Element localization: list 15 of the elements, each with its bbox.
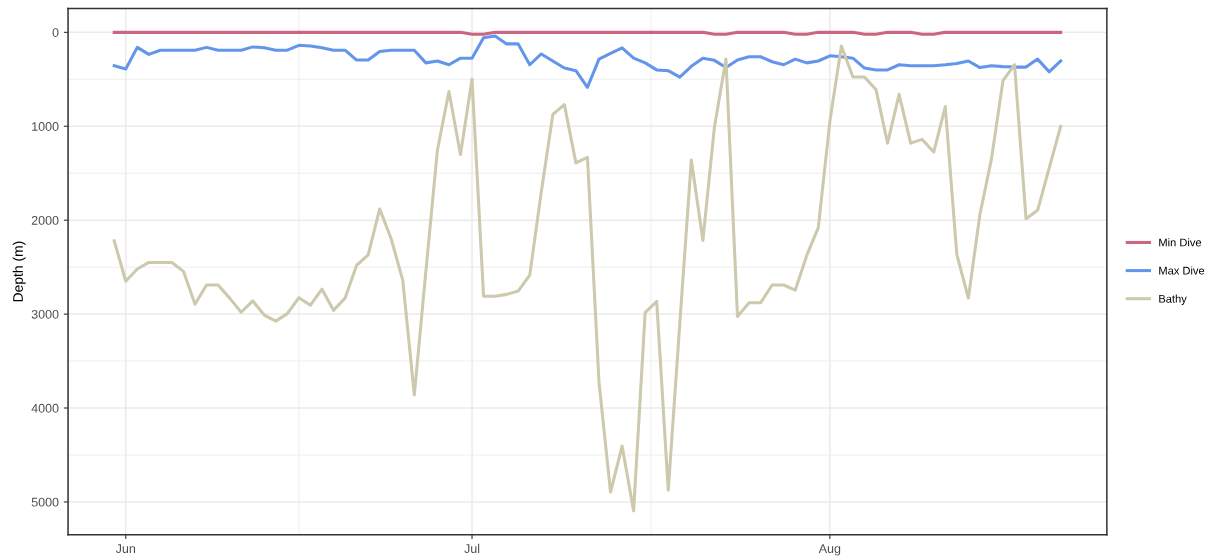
legend-label: Bathy xyxy=(1159,294,1187,305)
y-tick-label: 4000 xyxy=(31,403,59,413)
y-tick-label: 3000 xyxy=(31,309,59,319)
y-tick-label: 1000 xyxy=(32,122,59,131)
line-series xyxy=(112,44,1063,513)
y-axis-title: Depth (m) xyxy=(12,241,26,302)
y-tick-label: 0 xyxy=(52,28,59,37)
x-tick-label: Jul xyxy=(464,543,480,554)
line-series xyxy=(112,34,1063,89)
legend-label: Min Dive xyxy=(1159,238,1202,247)
y-tick-label: 2000 xyxy=(31,215,59,225)
x-tick-label: Jun xyxy=(115,544,136,554)
legend-label: Max Dive xyxy=(1159,266,1205,275)
x-tick-label: Aug xyxy=(818,544,841,556)
y-tick-label: 5000 xyxy=(31,497,59,507)
